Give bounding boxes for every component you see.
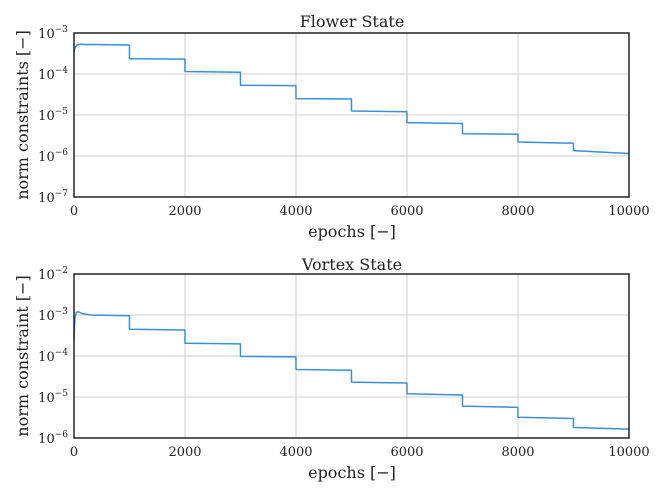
flower-state-title: Flower State [300,12,405,31]
flower-state-x-tick-label-2: 4000 [279,204,312,219]
vortex-state-x-ticks: 0 2000 4000 6000 8000 10000 [70,445,650,460]
flower-state-x-tick-label-1: 2000 [168,204,201,219]
flower-state-x-tick-label-0: 0 [70,204,78,219]
flower-state-x-tick-label-3: 6000 [390,204,423,219]
flower-state-x-axis-label: epochs [−] [308,222,396,241]
flower-state-y-axis-label: norm constraints [−] [13,30,32,200]
vortex-state-y-tick-label-2: 10−4 [38,348,68,365]
vortex-state-x-tick-label-3: 6000 [390,445,423,460]
flower-state-y-tick-label-0: 10−7 [38,189,68,206]
flower-state-y-tick-label-3: 10−4 [38,66,68,83]
vortex-state-x-tick-label-2: 4000 [279,445,312,460]
flower-state-x-ticks: 0 2000 4000 6000 8000 10000 [70,204,650,219]
vortex-state-grid [73,273,630,439]
vortex-state-y-ticks: 10−6 10−5 10−4 10−3 10−2 [38,266,68,447]
vortex-state-x-axis-label: epochs [−] [308,463,396,482]
vortex-state-x-tick-label-1: 2000 [168,445,201,460]
vortex-state-title: Vortex State [301,255,402,274]
flower-state-x-tick-label-5: 10000 [608,204,649,219]
flower-state-plot-frame [73,32,630,198]
vortex-state-panel: Vortex State 0 2000 4000 6000 8000 10000 10−6… [13,255,650,482]
flower-state-panel: Flower State 0 2000 4000 6000 8000 10000 10−7… [13,12,650,241]
vortex-state-y-tick-label-4: 10−2 [38,266,68,283]
vortex-state-y-tick-label-0: 10−6 [38,430,68,447]
vortex-state-series-line [73,311,629,430]
vortex-state-x-tick-label-4: 8000 [501,445,534,460]
vortex-state-x-tick-label-0: 0 [70,445,78,460]
flower-state-y-tick-label-2: 10−5 [38,107,68,124]
flower-state-y-tick-label-1: 10−6 [38,148,68,165]
flower-state-grid [73,32,630,198]
vortex-state-plot-frame [73,273,630,439]
flower-state-y-ticks: 10−7 10−6 10−5 10−4 10−3 [38,25,68,206]
vortex-state-y-tick-label-3: 10−3 [38,307,68,324]
flower-state-x-tick-label-4: 8000 [501,204,534,219]
vortex-state-x-tick-label-5: 10000 [608,445,649,460]
vortex-state-y-tick-label-1: 10−5 [38,389,68,406]
vortex-state-y-axis-label: norm constraint [−] [13,275,32,436]
flower-state-y-tick-label-4: 10−3 [38,25,68,42]
flower-state-series-line [73,43,629,155]
